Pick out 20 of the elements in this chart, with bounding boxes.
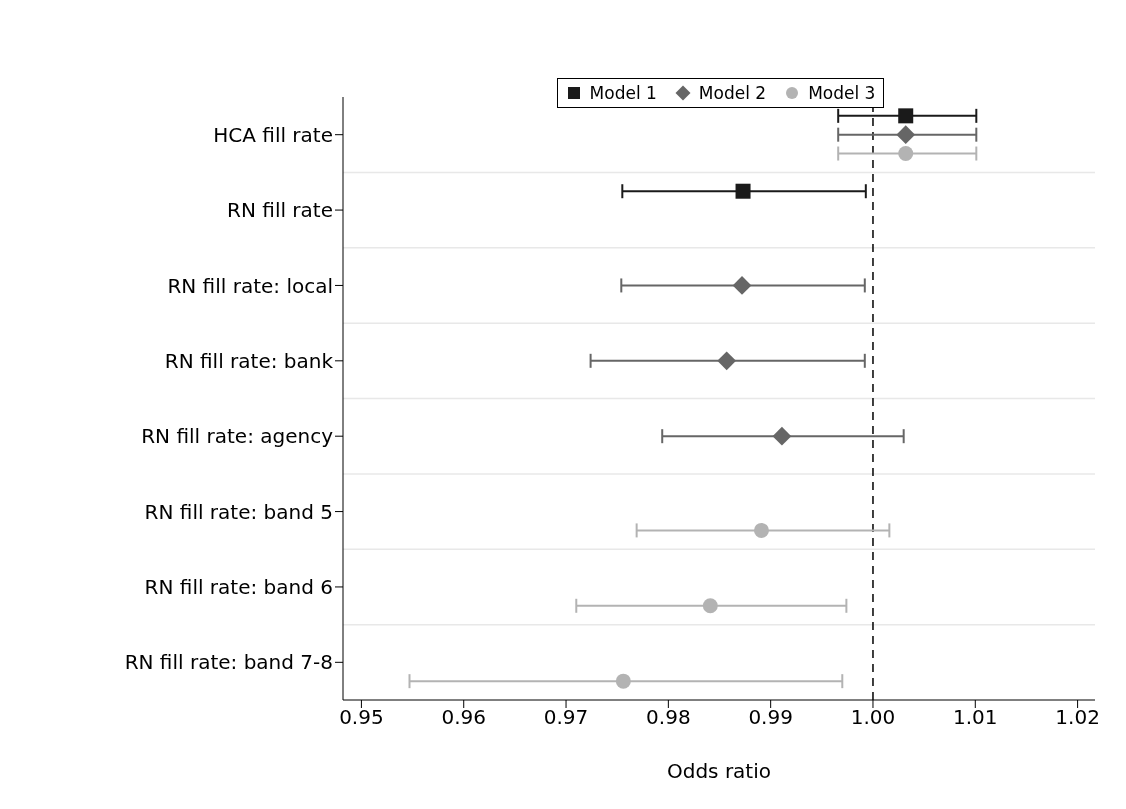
x-tick-label: 0.96 (441, 705, 486, 730)
x-axis-title: Odds ratio (666, 759, 772, 783)
y-tick-label: HCA fill rate (213, 122, 333, 147)
y-tick-label: RN fill rate: bank (164, 348, 334, 373)
x-tick-label: 0.95 (339, 705, 384, 730)
y-tick-label: RN fill rate: band 7-8 (124, 650, 333, 675)
x-tick-label: 0.98 (646, 705, 691, 730)
y-tick-label: RN fill rate: agency (141, 424, 334, 449)
y-tick-label: RN fill rate (227, 198, 333, 223)
legend-label: Model 2 (697, 83, 767, 103)
x-tick-label: 1.00 (850, 705, 896, 730)
x-tick-label: 0.99 (748, 705, 793, 730)
legend-label: Model 3 (807, 83, 876, 103)
y-tick-label: RN fill rate: local (167, 273, 333, 298)
y-tick-label: RN fill rate: band 5 (144, 499, 333, 524)
x-tick-label: 0.97 (543, 705, 589, 730)
y-tick-label: RN fill rate: band 6 (144, 575, 333, 600)
x-tick-label: 1.01 (953, 705, 998, 730)
legend-label: Model 1 (588, 83, 657, 103)
x-tick-label: 1.02 (1055, 705, 1100, 730)
